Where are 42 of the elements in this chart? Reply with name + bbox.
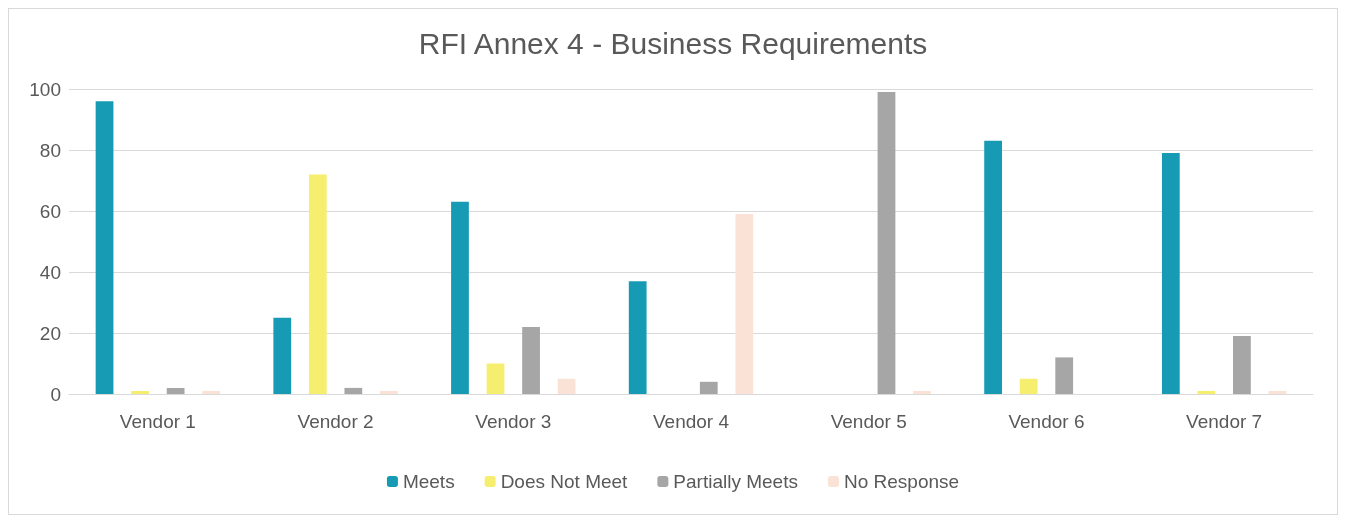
bar [984, 140, 1002, 394]
bar [1268, 390, 1287, 394]
y-tick-label: 40 [39, 261, 61, 283]
bar [486, 363, 505, 394]
bar [380, 390, 398, 394]
bar [913, 390, 931, 394]
y-tick-label: 60 [39, 200, 61, 222]
legend-label: Partially Meets [673, 471, 798, 492]
bar [522, 326, 540, 394]
bar [273, 317, 292, 394]
x-tick-label: Vendor 5 [830, 411, 907, 432]
y-tick-label: 100 [29, 78, 61, 100]
chart-title: RFI Annex 4 - Business Requirements [418, 26, 928, 60]
x-tick-label: Vendor 6 [1008, 411, 1085, 432]
bar [451, 201, 469, 394]
bar [699, 381, 718, 394]
y-tick-label: 20 [39, 322, 61, 344]
bar [95, 101, 114, 394]
y-tick-label: 80 [39, 139, 61, 161]
y-tick-label: 0 [50, 383, 61, 405]
x-tick-label: Vendor 4 [652, 411, 730, 432]
legend-label: No Response [843, 471, 960, 492]
bar [344, 387, 363, 394]
bar [1233, 336, 1251, 394]
bar [735, 214, 754, 394]
bar [308, 174, 327, 394]
legend-label: Meets [402, 471, 455, 492]
bar [202, 390, 221, 394]
bar [1019, 378, 1038, 394]
bar [1197, 390, 1216, 394]
bar [628, 281, 647, 394]
bar [557, 378, 576, 394]
x-tick-label: Vendor 3 [475, 411, 552, 432]
bar [877, 92, 896, 394]
bar [1161, 153, 1180, 394]
bar [166, 387, 185, 394]
bar [131, 390, 149, 394]
x-tick-label: Vendor 1 [119, 411, 196, 432]
legend-label: Does Not Meet [500, 471, 629, 492]
x-tick-label: Vendor 7 [1186, 411, 1263, 432]
x-tick-label: Vendor 2 [297, 411, 374, 432]
bar [1055, 357, 1074, 394]
